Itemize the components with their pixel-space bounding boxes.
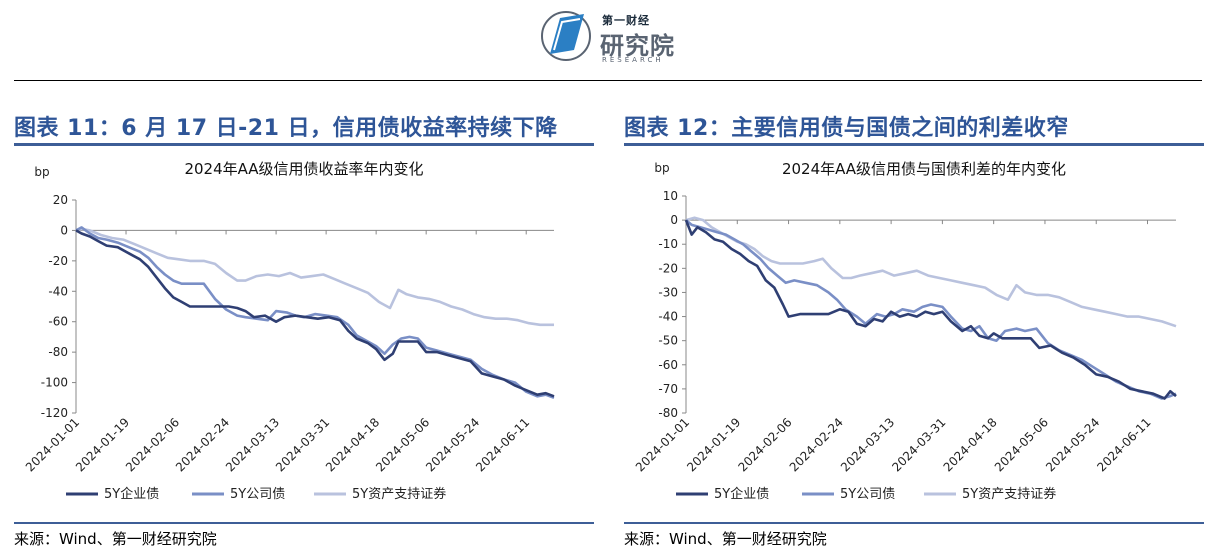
y-tick-label: -80 — [48, 345, 68, 359]
legend-label: 5Y企业债 — [104, 486, 159, 502]
y-tick-label: -50 — [658, 334, 678, 348]
x-tick-label: 2024-05-24 — [1043, 415, 1102, 474]
x-tick-label: 2024-01-19 — [684, 415, 743, 474]
y-tick-label: -60 — [48, 315, 68, 329]
figure-panel-11: 图表 11：6 月 17 日-21 日，信用债收益率持续下降 2024年AA级信… — [14, 108, 594, 554]
bottom-divider — [624, 522, 1204, 524]
x-tick-label: 2024-02-24 — [787, 415, 846, 474]
y-tick-label: -40 — [48, 284, 68, 298]
y-tick-label: -40 — [658, 310, 678, 324]
y-tick-label: -20 — [48, 254, 68, 268]
chart-title: 2024年AA级信用债与国债利差的年内变化 — [782, 160, 1066, 178]
legend-label: 5Y公司债 — [840, 487, 895, 502]
y-tick-label: -100 — [41, 376, 68, 390]
title-underline — [624, 143, 1204, 146]
research-institute-logo: 第一财经 研究院 RESEARCH — [540, 4, 700, 70]
series-line-2 — [75, 227, 554, 327]
x-tick-label: 2024-06-11 — [1094, 415, 1153, 474]
report-header: 第一财经 研究院 RESEARCH — [0, 0, 1216, 81]
y-tick-label: 10 — [663, 189, 678, 203]
logo-emblem-icon — [541, 11, 591, 61]
logo-small-text: 第一财经 — [602, 14, 650, 27]
x-tick-label: 2024-03-31 — [889, 415, 948, 474]
logo-big-text: 研究院 — [600, 32, 675, 60]
series-line-1 — [75, 226, 555, 400]
figure-title: 图表 12：主要信用债与国债之间的利差收窄 — [624, 116, 1069, 141]
y-tick-label: 20 — [53, 193, 68, 207]
series-line-0 — [75, 229, 555, 398]
yield-change-chart: 2024年AA级信用债收益率年内变化 bp 20 0 -20 -40 -60 -80 -100 -… — [23, 160, 555, 502]
chart-container: 2024年AA级信用债与国债利差的年内变化 bp 10 0 -10 -20 -30 -40 -5… — [624, 148, 1204, 520]
logo-sub-text: RESEARCH — [602, 56, 664, 64]
y-tick-label: 0 — [670, 213, 678, 227]
y-tick-label: -80 — [658, 406, 678, 420]
spread-change-chart: 2024年AA级信用债与国债利差的年内变化 bp 10 0 -10 -20 -30 -40 -5… — [633, 160, 1177, 502]
chart-title: 2024年AA级信用债收益率年内变化 — [184, 160, 423, 178]
y-tick-label: -20 — [658, 261, 678, 275]
x-tick-label: 2024-06-11 — [473, 415, 532, 474]
figure-panel-12: 图表 12：主要信用债与国债之间的利差收窄 2024年AA级信用债与国债利差的年… — [624, 108, 1204, 554]
series-line-1 — [685, 219, 1177, 400]
y-tick-label: -30 — [658, 285, 678, 299]
x-tick-label: 2024-02-06 — [735, 415, 794, 474]
series-line-2 — [685, 216, 1177, 328]
y-tick-label: -60 — [658, 358, 678, 372]
bottom-divider — [14, 522, 594, 524]
title-underline — [14, 143, 594, 146]
source-note: 来源：Wind、第一财经研究院 — [624, 530, 827, 548]
legend-label: 5Y企业债 — [714, 486, 769, 502]
header-divider — [14, 80, 1202, 81]
chart-container: 2024年AA级信用债收益率年内变化 bp 20 0 -20 -40 -60 -80 -100 -… — [14, 148, 594, 520]
legend-label: 5Y资产支持证券 — [962, 486, 1056, 502]
y-tick-label: -10 — [658, 237, 678, 251]
figure-title: 图表 11：6 月 17 日-21 日，信用债收益率持续下降 — [14, 116, 558, 141]
x-tick-label: 2024-04-18 — [941, 415, 1000, 474]
x-tick-label: 2024-03-13 — [838, 415, 897, 474]
y-tick-label: -70 — [658, 382, 678, 396]
y-axis-unit-label: bp — [34, 165, 49, 179]
x-tick-label: 2024-05-06 — [992, 415, 1051, 474]
legend-label: 5Y公司债 — [230, 487, 285, 502]
legend-label: 5Y资产支持证券 — [352, 486, 446, 502]
series-line-0 — [684, 219, 1177, 400]
y-tick-label: 0 — [60, 223, 68, 237]
x-tick-label: 2024-01-01 — [633, 415, 692, 474]
y-axis-unit-label: bp — [654, 161, 669, 175]
source-note: 来源：Wind、第一财经研究院 — [14, 530, 217, 548]
y-tick-label: -120 — [41, 406, 68, 420]
